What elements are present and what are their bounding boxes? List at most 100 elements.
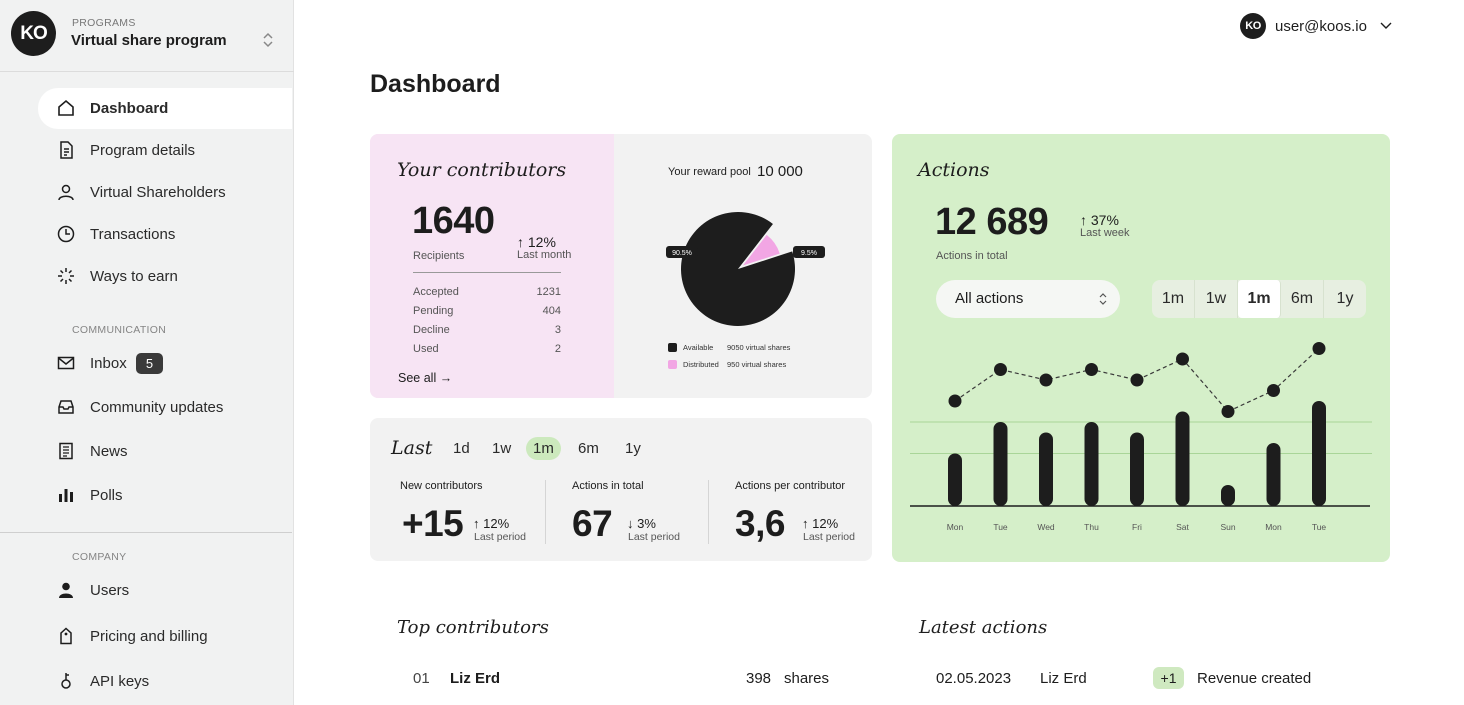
period-label: Last bbox=[391, 437, 433, 459]
period-option[interactable]: 1y bbox=[1336, 290, 1354, 307]
contributors-summary: Your contributors 1640 Recipients ↑ 12% … bbox=[370, 134, 614, 398]
sidebar-item-users[interactable]: Users bbox=[38, 570, 292, 611]
stat-label: Used bbox=[413, 343, 439, 355]
pie-slices bbox=[681, 211, 795, 326]
sidebar-item-community-updates[interactable]: Community updates bbox=[38, 387, 292, 428]
actions-title: Actions bbox=[918, 159, 990, 181]
actions-total: 12 689 bbox=[935, 201, 1049, 243]
period-option[interactable]: 1m bbox=[1152, 280, 1195, 318]
period-6m[interactable]: 6m bbox=[578, 440, 599, 457]
page-title: Dashboard bbox=[370, 70, 501, 98]
kpi-delta: ↑ 12% bbox=[802, 516, 839, 531]
svg-text:9.5%: 9.5% bbox=[801, 250, 817, 257]
action-user[interactable]: Liz Erd bbox=[1040, 670, 1087, 687]
program-name: Virtual share program bbox=[71, 32, 227, 49]
pie-slice-distributed bbox=[742, 234, 780, 266]
period-1d[interactable]: 1d bbox=[453, 440, 470, 457]
sidebar-item-label: API keys bbox=[90, 673, 150, 690]
kpi-sub: Last period bbox=[628, 531, 680, 543]
pie-slice-available bbox=[681, 211, 795, 326]
recipients-label: Recipients bbox=[413, 250, 465, 262]
recipients-delta-label: Last month bbox=[517, 249, 572, 261]
sidebar-item-virtual-shareholders[interactable]: Virtual Shareholders bbox=[38, 172, 292, 213]
trend-point bbox=[1130, 373, 1144, 387]
see-all-link[interactable]: See all → bbox=[398, 371, 453, 385]
stat-row-decline: Decline 3 bbox=[413, 324, 561, 336]
stat-label: Accepted bbox=[413, 286, 459, 298]
period-1w[interactable]: 1w bbox=[492, 440, 512, 457]
sidebar-item-inbox[interactable]: Inbox 5 bbox=[38, 343, 292, 384]
programs-label: PROGRAMS bbox=[72, 17, 136, 29]
x-tick-label: Sat bbox=[1176, 522, 1189, 532]
action-description: Revenue created bbox=[1197, 670, 1312, 687]
clock-icon bbox=[57, 225, 75, 243]
period-option-selected[interactable]: 1m bbox=[1238, 280, 1281, 318]
sidebar-item-label: Virtual Shareholders bbox=[90, 184, 226, 201]
newspaper-icon bbox=[59, 442, 73, 460]
chevron-down-icon[interactable] bbox=[1379, 19, 1393, 33]
program-switcher[interactable]: KO PROGRAMS Virtual share program bbox=[0, 0, 294, 72]
stat-value: 3 bbox=[554, 324, 561, 336]
bar bbox=[1130, 432, 1144, 506]
contributor-name[interactable]: Liz Erd bbox=[450, 670, 501, 687]
sidebar-divider bbox=[0, 532, 292, 533]
legend-swatch bbox=[668, 343, 677, 352]
kpi-label: New contributors bbox=[400, 480, 483, 492]
x-tick-label: Sun bbox=[1220, 522, 1235, 532]
trend-point bbox=[994, 363, 1007, 376]
trend-line bbox=[954, 348, 1320, 413]
kpi-delta: ↑ 12% bbox=[473, 516, 510, 531]
key-icon bbox=[61, 673, 71, 689]
bar-chart-icon bbox=[59, 489, 73, 502]
contributors-card: Your contributors 1640 Recipients ↑ 12% … bbox=[370, 134, 872, 398]
period-1m[interactable]: 1m bbox=[526, 437, 561, 460]
legend-value: 950 virtual shares bbox=[727, 360, 787, 369]
bar bbox=[1266, 443, 1281, 506]
sidebar: KO PROGRAMS Virtual share program Dashbo… bbox=[0, 0, 294, 705]
stat-value: 2 bbox=[554, 343, 561, 355]
trend-point bbox=[948, 394, 962, 408]
period-1y[interactable]: 1y bbox=[625, 440, 641, 457]
period-option[interactable]: 1w bbox=[1195, 280, 1238, 318]
sidebar-item-label: Dashboard bbox=[90, 100, 169, 117]
trend-point bbox=[1221, 405, 1235, 418]
bar bbox=[1312, 401, 1326, 506]
user-menu[interactable]: KO user@koos.io bbox=[1240, 13, 1393, 39]
inbox-tray-icon bbox=[58, 400, 74, 414]
actions-chart: Mon Tue Wed Thu Fri Sat Sun Mon Tue bbox=[910, 342, 1372, 532]
svg-text:90.5%: 90.5% bbox=[672, 250, 692, 257]
sidebar-item-pricing-billing[interactable]: Pricing and billing bbox=[38, 616, 292, 657]
sidebar-item-label: Ways to earn bbox=[90, 268, 178, 285]
kpi-value: +15 bbox=[402, 503, 464, 544]
divider bbox=[413, 272, 561, 273]
avatar: KO bbox=[1240, 13, 1266, 39]
bar bbox=[1221, 485, 1235, 506]
actions-period-toggle[interactable]: 1m 1w 1m 6m 1y bbox=[1152, 280, 1366, 318]
bar bbox=[1175, 411, 1190, 506]
sidebar-item-api-keys[interactable]: API keys bbox=[38, 661, 292, 702]
sidebar-item-polls[interactable]: Polls bbox=[38, 475, 292, 516]
actions-total-label: Actions in total bbox=[936, 250, 1008, 262]
stat-label: Decline bbox=[413, 324, 450, 336]
x-tick-label: Mon bbox=[947, 522, 964, 532]
actions-filter-select[interactable]: All actions bbox=[936, 280, 1120, 318]
sidebar-item-label: Inbox bbox=[90, 355, 127, 372]
bar bbox=[993, 422, 1008, 506]
x-tick-label: Thu bbox=[1084, 522, 1099, 532]
bar bbox=[1039, 432, 1053, 506]
contributor-rank: 01 bbox=[413, 670, 430, 687]
chevron-updown-icon[interactable] bbox=[261, 30, 275, 50]
bar bbox=[1084, 422, 1099, 506]
sidebar-item-dashboard[interactable]: Dashboard bbox=[38, 88, 292, 129]
legend-value: 9050 virtual shares bbox=[727, 343, 791, 352]
contributor-shares: 398 bbox=[746, 670, 772, 687]
action-count-badge: +1 bbox=[1153, 667, 1184, 689]
stat-row-accepted: Accepted 1231 bbox=[413, 286, 561, 298]
sidebar-item-program-details[interactable]: Program details bbox=[38, 130, 292, 171]
sidebar-item-transactions[interactable]: Transactions bbox=[38, 214, 292, 255]
kpi-value: 3,6 bbox=[735, 503, 785, 544]
period-option[interactable]: 6m bbox=[1281, 280, 1324, 318]
contributors-title: Your contributors bbox=[397, 159, 567, 181]
sidebar-item-ways-to-earn[interactable]: Ways to earn bbox=[38, 256, 292, 297]
sidebar-item-news[interactable]: News bbox=[38, 431, 292, 472]
